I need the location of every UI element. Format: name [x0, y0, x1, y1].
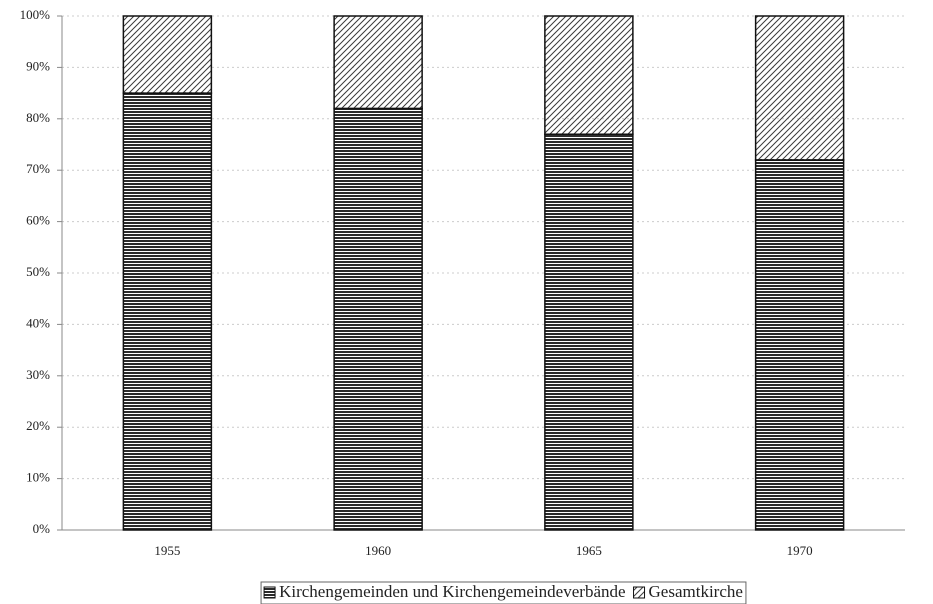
legend-label: Gesamtkirche [649, 582, 743, 601]
y-tick-label: 50% [26, 264, 50, 279]
y-tick-label: 20% [26, 418, 50, 433]
y-tick-label: 80% [26, 110, 50, 125]
bar-segment [333, 107, 423, 531]
y-tick-label: 40% [26, 315, 50, 330]
y-tick-label: 90% [26, 58, 50, 73]
bar-segment [122, 15, 213, 94]
bar-segment [544, 15, 634, 135]
bar-segment [122, 92, 213, 531]
bar-segment [754, 159, 845, 531]
x-tick-label: 1960 [365, 543, 391, 558]
x-tick-label: 1965 [576, 543, 602, 558]
legend-swatch [633, 586, 646, 599]
x-tick-label: 1970 [787, 543, 813, 558]
y-tick-label: 30% [26, 367, 50, 382]
y-tick-label: 70% [26, 161, 50, 176]
y-tick-label: 100% [20, 7, 51, 22]
legend-swatch [263, 586, 276, 599]
legend-box [260, 581, 747, 604]
legend: Kirchengemeinden und Kirchengemeindeverb… [260, 581, 747, 604]
bar-segment [544, 133, 634, 531]
y-tick-label: 10% [26, 470, 50, 485]
y-tick-label: 0% [33, 521, 51, 536]
y-tick-label: 60% [26, 213, 50, 228]
legend-label: Kirchengemeinden und Kirchengemeindeverb… [279, 582, 625, 601]
x-tick-label: 1955 [154, 543, 180, 558]
bar-segment [333, 15, 423, 110]
bar-segment [754, 15, 845, 161]
